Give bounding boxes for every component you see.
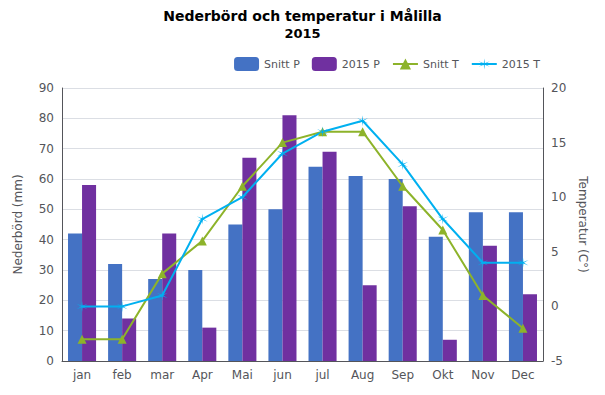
svg-text:Nov: Nov [471,368,494,382]
svg-text:Temperatur (C°): Temperatur (C°) [576,175,590,272]
svg-text:Snitt T: Snitt T [423,58,459,71]
svg-text:10: 10 [551,190,566,204]
svg-text:Nederbörd och temperatur i Mål: Nederbörd och temperatur i Målilla [163,8,442,24]
svg-text:Mai: Mai [232,368,253,382]
svg-text:20: 20 [39,293,54,307]
svg-text:Nederbörd (mm): Nederbörd (mm) [11,174,25,274]
svg-text:30: 30 [39,263,54,277]
svg-text:Aug: Aug [351,368,374,382]
svg-text:5: 5 [551,245,559,259]
svg-text:10: 10 [39,324,54,338]
svg-text:20: 20 [551,81,566,95]
svg-text:feb: feb [113,368,132,382]
svg-text:Dec: Dec [511,368,534,382]
svg-text:80: 80 [39,111,54,125]
svg-text:15: 15 [551,136,566,150]
svg-text:0: 0 [46,354,54,368]
svg-text:0: 0 [551,299,559,313]
svg-text:Okt: Okt [432,368,453,382]
svg-text:jan: jan [72,368,91,382]
svg-text:2015 P: 2015 P [342,58,380,71]
svg-text:Apr: Apr [192,368,213,382]
svg-text:Sep: Sep [391,368,414,382]
svg-text:-5: -5 [551,354,563,368]
svg-text:mar: mar [150,368,174,382]
svg-text:jul: jul [314,368,329,382]
svg-text:60: 60 [39,172,54,186]
svg-text:jun: jun [272,368,292,382]
svg-text:90: 90 [39,81,54,95]
svg-text:50: 50 [39,202,54,216]
svg-text:Snitt P: Snitt P [264,58,300,71]
svg-text:40: 40 [39,233,54,247]
svg-text:70: 70 [39,142,54,156]
svg-text:2015: 2015 [284,26,320,41]
svg-text:2015 T: 2015 T [502,58,540,71]
